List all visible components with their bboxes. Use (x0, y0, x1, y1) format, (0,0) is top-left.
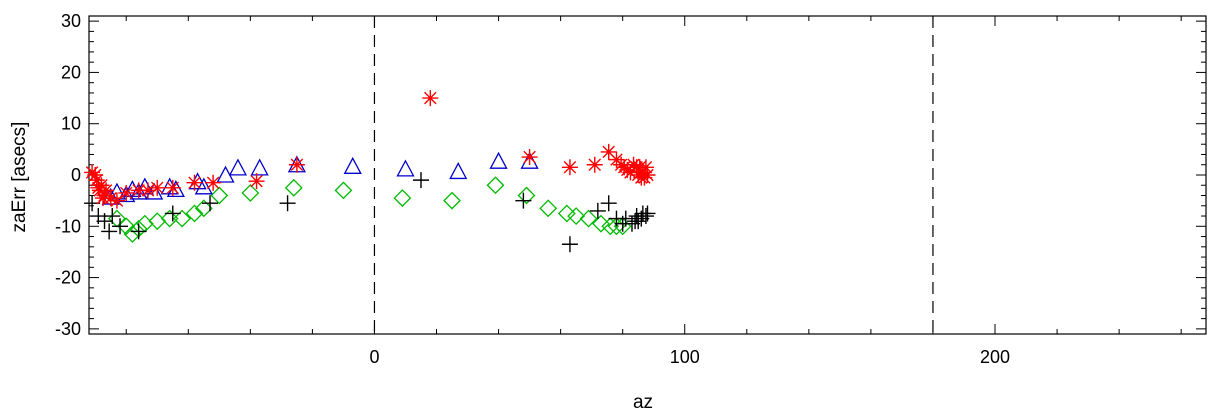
plus-marker (600, 195, 617, 212)
asterisk-marker (164, 179, 181, 196)
reference-lines (373, 16, 934, 334)
plus-marker (130, 223, 147, 240)
asterisk-marker (87, 167, 104, 183)
x-axis: 0 100 200 (125, 16, 1182, 367)
asterisk-marker (149, 179, 166, 196)
diamond-marker (117, 217, 136, 236)
plus-marker (515, 192, 532, 209)
asterisk-marker (622, 164, 639, 181)
diamond-marker (160, 209, 179, 228)
triangle-marker (396, 159, 415, 177)
y-tick-label: -20 (55, 268, 81, 288)
asterisk-marker (288, 156, 305, 173)
triangle-marker (228, 158, 248, 176)
asterisk-marker (586, 156, 603, 173)
diamond-marker (241, 184, 260, 202)
diamond-marker (194, 199, 213, 218)
diamond-marker (185, 204, 204, 223)
asterisk-marker (637, 159, 654, 176)
diamond-marker (592, 214, 610, 233)
asterisk-marker (108, 192, 125, 209)
diamond-marker (486, 176, 505, 195)
y-axis-title: zaErr [asecs] (9, 122, 30, 233)
triangle-marker (449, 162, 468, 180)
asterisk-marker (205, 174, 222, 191)
y-tick-label: 10 (61, 114, 81, 134)
diamond-marker (284, 178, 303, 197)
diamond-marker (148, 212, 167, 231)
diamond-marker (334, 181, 353, 200)
triangle-marker (194, 177, 213, 195)
x-tick-label: 200 (980, 347, 1010, 367)
asterisk-marker (634, 164, 651, 181)
plus-marker (412, 172, 429, 189)
asterisk-marker (186, 174, 203, 191)
x-tick-label: 0 (369, 347, 379, 367)
asterisk-marker (561, 159, 578, 176)
triangle-marker (250, 158, 269, 176)
plus-marker (561, 236, 578, 253)
x-tick-label: 100 (670, 347, 700, 367)
asterisk-marker (248, 173, 265, 190)
triangle-marker (129, 182, 148, 200)
x-axis-title: az (633, 392, 653, 412)
diamond-marker (108, 209, 126, 228)
y-tick-label: -30 (55, 319, 81, 339)
y-tick-label: -10 (55, 216, 81, 236)
y-tick-label: 20 (61, 62, 81, 82)
plus-marker (202, 195, 219, 212)
diamond-marker (557, 204, 576, 223)
triangle-marker (489, 151, 508, 169)
diamond-marker (443, 191, 461, 210)
plus-marker (637, 208, 654, 225)
asterisk-marker (600, 143, 617, 160)
asterisk-marker (521, 149, 538, 166)
asterisk-marker (130, 182, 147, 199)
diamond-marker (539, 199, 558, 218)
asterisk-marker (118, 184, 135, 201)
asterisk-marker (102, 190, 119, 207)
y-tick-label: 30 (61, 11, 81, 31)
plus-marker (112, 218, 129, 235)
triangle-marker (145, 182, 164, 200)
triangle-marker (117, 185, 136, 203)
plus-marker (101, 223, 118, 240)
diamond-marker (393, 189, 412, 208)
triangle-marker (343, 156, 362, 174)
y-tick-label: 0 (71, 165, 81, 185)
plus-marker (104, 208, 121, 225)
y-axis: -30 -20 -10 0 10 20 30 (55, 11, 1206, 339)
plus-marker (279, 195, 296, 212)
asterisk-marker (96, 187, 113, 204)
plus-marker (164, 205, 181, 222)
plus-marker (639, 205, 656, 222)
diamond-marker (173, 209, 192, 228)
asterisk-marker (98, 182, 115, 199)
diamond-marker (210, 186, 229, 205)
diamond-marker (579, 209, 598, 228)
data-markers (84, 90, 656, 253)
asterisk-marker (422, 90, 439, 107)
asterisk-marker (139, 182, 156, 199)
plus-marker (589, 202, 606, 219)
diamond-marker (517, 186, 536, 205)
asterisk-marker (639, 167, 656, 183)
diamond-marker (567, 207, 586, 225)
